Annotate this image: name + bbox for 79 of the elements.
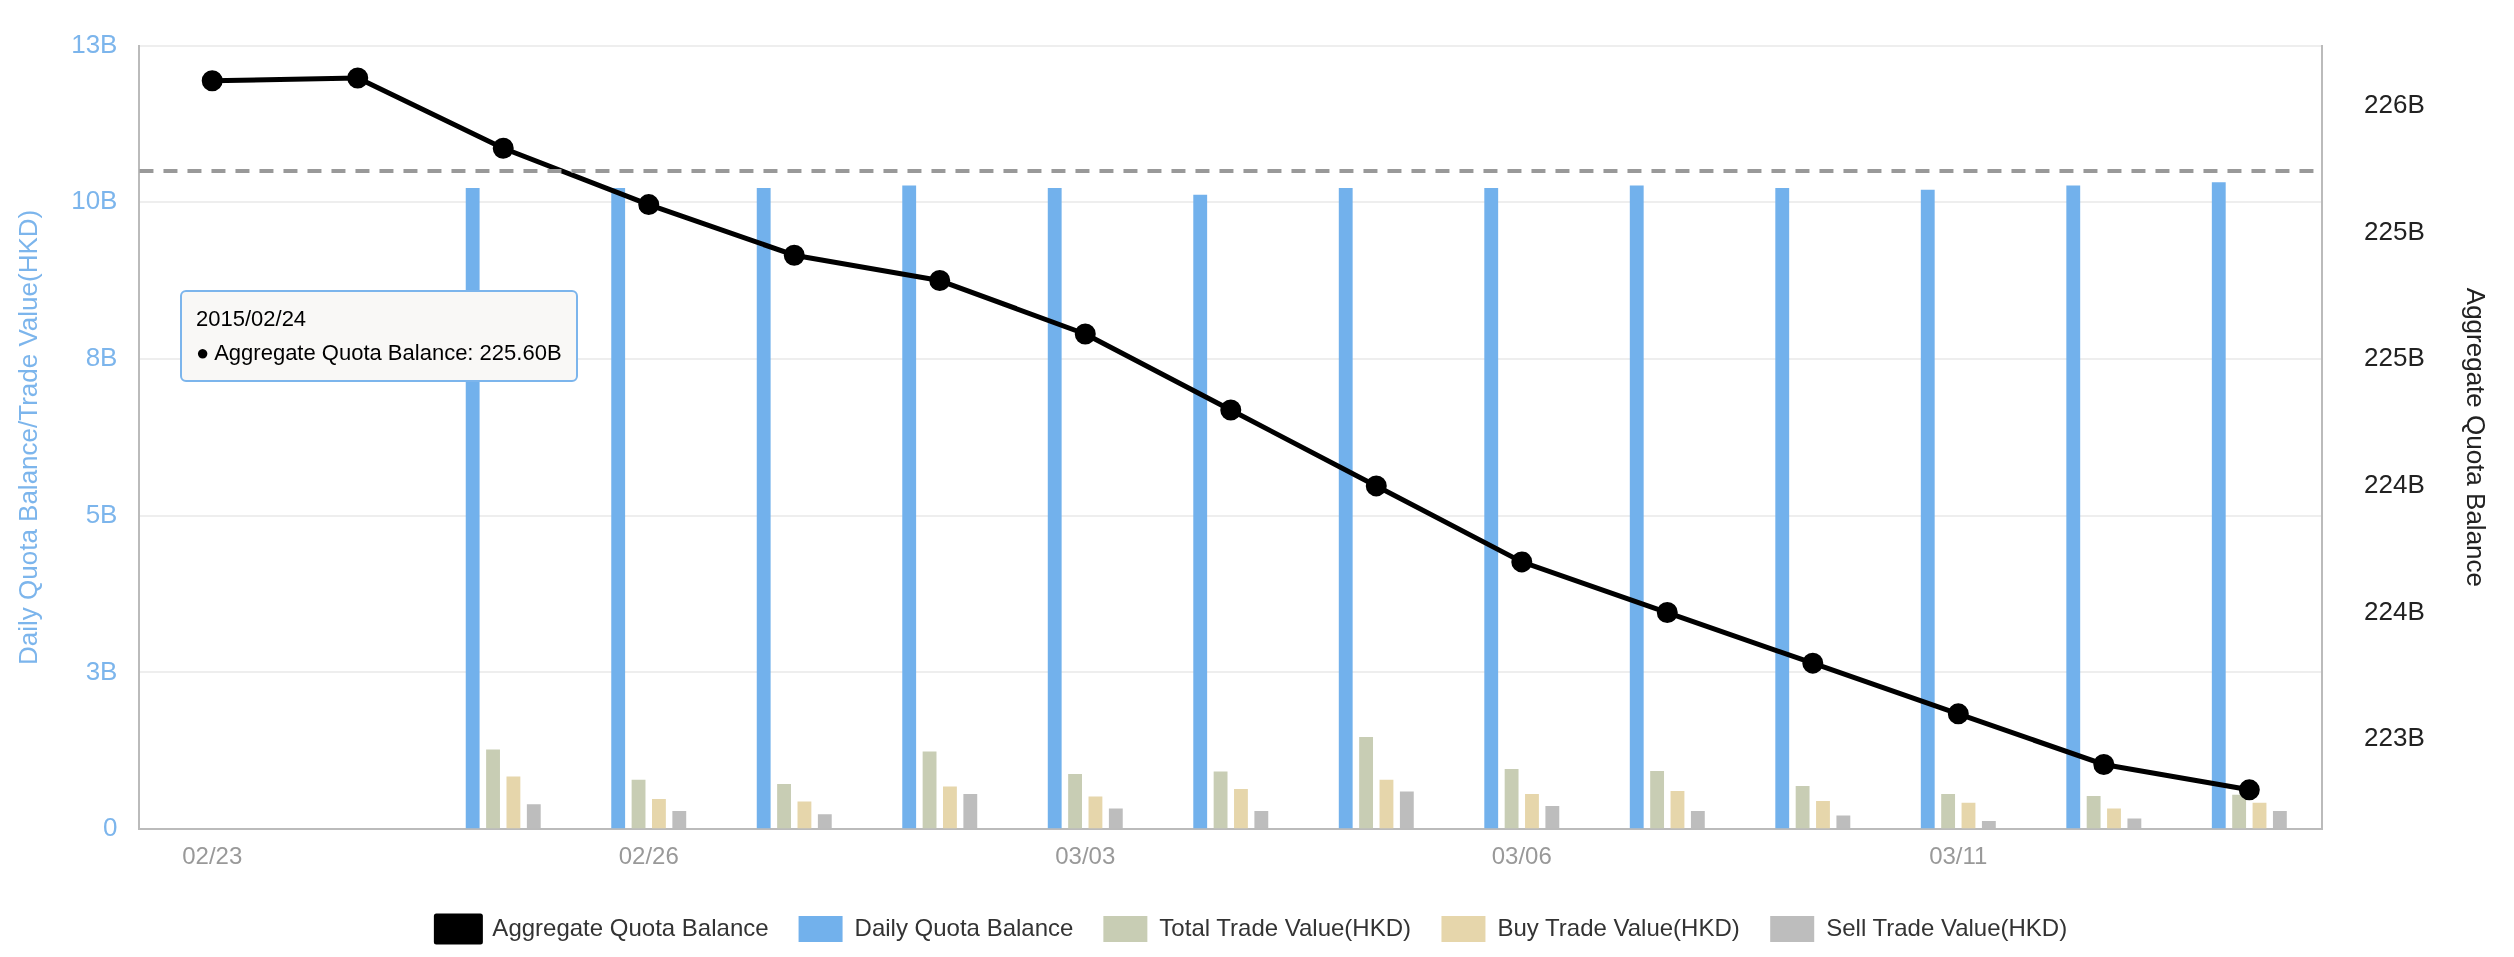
x-tick-label: 03/03 (1055, 842, 1116, 870)
bar (1088, 796, 1103, 829)
y-tick-label: 10B (71, 185, 118, 216)
bar (1193, 194, 1208, 829)
x-tick-label: 02/23 (182, 842, 243, 870)
point (1511, 551, 1533, 573)
y-tick-label: 5B (85, 498, 118, 529)
legend-label: Daily Quota Balance (854, 913, 1074, 941)
bar (1484, 187, 1499, 829)
bar (2211, 182, 2226, 829)
bar (1961, 802, 1976, 829)
bar (777, 784, 791, 829)
x-tick-label: 02/26 (618, 842, 679, 870)
y2-tick-label: 225B (2364, 215, 2425, 246)
point (929, 270, 951, 292)
bar (2066, 185, 2081, 829)
bar (1920, 189, 1935, 829)
bar (1504, 769, 1519, 829)
bar (1525, 794, 1539, 829)
y-tick-label: 0 (102, 812, 118, 843)
legend-label: Total Trade Value(HKD) (1159, 913, 1412, 941)
y2-tick-label: 223B (2364, 722, 2425, 753)
y-axis-title: Daily Quota Balance/Trade Value(HKD) (12, 209, 43, 665)
point (638, 194, 660, 216)
point (347, 67, 369, 89)
point (1074, 323, 1096, 345)
point (492, 137, 514, 159)
bar (1213, 771, 1228, 829)
point (201, 70, 223, 92)
bar (1816, 800, 1830, 829)
point (1947, 703, 1969, 725)
bar (506, 776, 521, 829)
point (783, 244, 805, 266)
bar (2107, 808, 2121, 829)
x-tick-label: 03/11 (1929, 842, 1988, 870)
y2-axis-title: Aggregate Quota Balance (2461, 287, 2492, 588)
y2-tick-label: 224B (2364, 595, 2425, 626)
y2-tick-label: 224B (2364, 469, 2425, 500)
x-tick-label: 03/06 (1491, 842, 1552, 870)
bar (797, 801, 812, 829)
bar (1379, 779, 1394, 829)
point (2093, 753, 2115, 775)
bar (756, 187, 771, 829)
bar (943, 786, 957, 829)
bar (652, 799, 666, 829)
bar (1047, 187, 1062, 829)
bar (1068, 774, 1082, 829)
point (1220, 399, 1242, 421)
legend-label: Sell Trade Value(HKD) (1826, 913, 2068, 941)
bar (2252, 802, 2267, 829)
y-tick-label: 13B (71, 28, 118, 59)
bar (922, 751, 937, 829)
y-tick-label: 3B (85, 655, 118, 686)
bar (1795, 785, 1810, 829)
y-tick-label: 8B (85, 342, 118, 373)
bar (611, 187, 626, 829)
bar (631, 779, 646, 829)
annotation: ● Aggregate Quota Balance: 225.60B (196, 339, 562, 367)
bar (1670, 790, 1685, 829)
bar (486, 749, 500, 829)
bar (1234, 789, 1248, 829)
bar (1650, 770, 1665, 829)
bar (1338, 187, 1353, 829)
point (1656, 602, 1678, 624)
bar (1629, 185, 1644, 829)
point (1802, 652, 1824, 674)
bar (902, 185, 917, 829)
legend-label: Buy Trade Value(HKD) (1497, 913, 1740, 941)
bar (2086, 795, 2101, 829)
point (1365, 475, 1387, 497)
y2-tick-label: 226B (2364, 89, 2425, 120)
bar (1775, 187, 1790, 829)
bar (2232, 794, 2247, 829)
annotation: 2015/02/24 (196, 305, 308, 333)
point (2238, 779, 2260, 801)
bar (1941, 794, 1956, 829)
bar (1359, 737, 1374, 829)
legend-label: Aggregate Quota Balance (492, 913, 769, 941)
y2-tick-label: 225B (2364, 342, 2425, 373)
